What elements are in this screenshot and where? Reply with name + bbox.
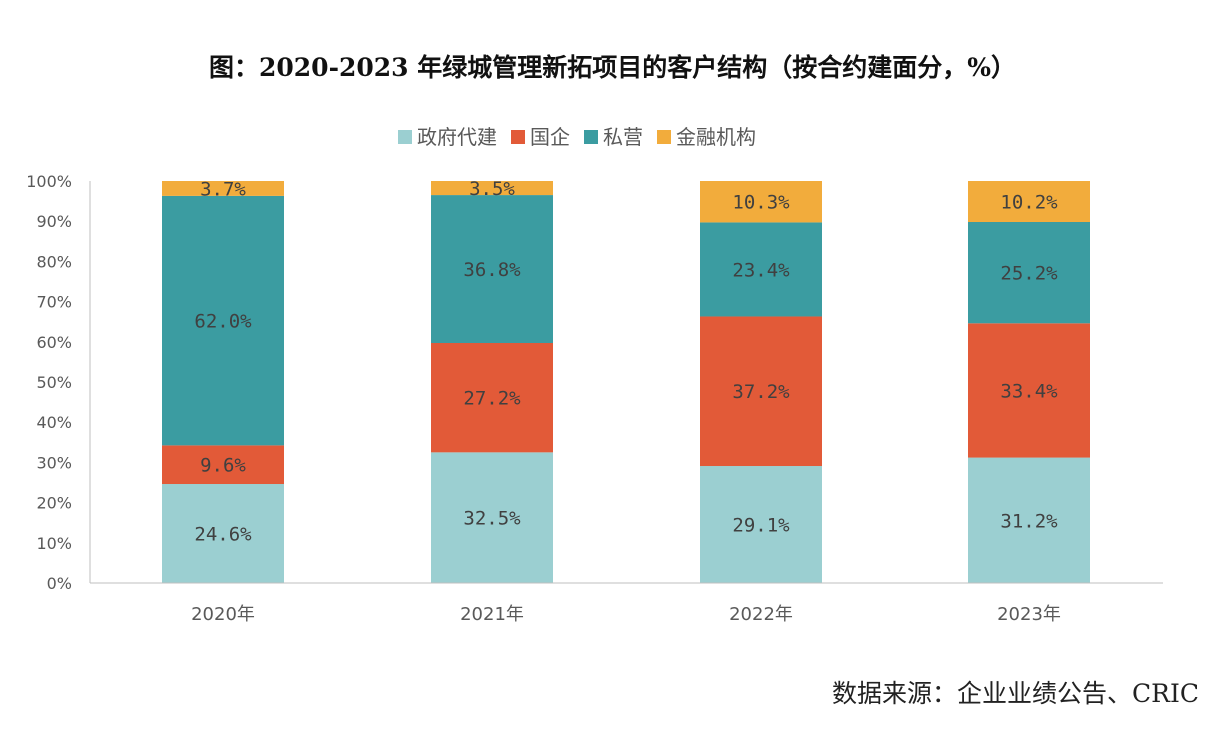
x-tick-label: 2022年 (729, 604, 793, 625)
axes: 0% 10% 20% 30% 40% 50% 60% 70% 80% 90% 100% 2020年 20… (26, 172, 1163, 625)
data-label-0-0: 24.6% (194, 524, 252, 546)
bar-segment-3-0 (968, 457, 1090, 583)
data-label-3-0: 31.2% (1000, 510, 1058, 532)
y-tick-label: 60% (36, 333, 72, 352)
bar-segment-0-2 (162, 195, 284, 446)
bar-segment-3-2 (968, 222, 1090, 324)
legend-swatch-3 (657, 130, 671, 144)
bar-segment-3-3 (968, 181, 1090, 223)
y-tick-label: 0% (47, 574, 72, 593)
y-tick-label: 90% (36, 212, 72, 231)
x-tick-label: 2020年 (191, 604, 255, 625)
bar-segment-1-2 (431, 195, 553, 344)
data-label-3-3: 10.2% (1000, 192, 1058, 214)
bar-segment-0-3 (162, 181, 284, 196)
data-label-0-1: 9.6% (200, 455, 246, 477)
bar-segment-2-0 (700, 466, 822, 583)
data-label-1-3: 3.5% (469, 178, 515, 200)
y-tick-label: 20% (36, 494, 72, 513)
bar-segment-1-0 (431, 452, 553, 583)
bar-segment-3-1 (968, 323, 1090, 458)
y-tick-label: 100% (26, 172, 72, 191)
y-tick-label: 70% (36, 293, 72, 312)
data-label-0-3: 3.7% (200, 178, 246, 200)
bar-segment-2-1 (700, 316, 822, 467)
data-label-2-1: 37.2% (732, 381, 790, 403)
bars (162, 181, 1090, 583)
y-tick-label: 30% (36, 453, 72, 472)
chart-title: 图：2020-2023 年绿城管理新拓项目的客户结构（按合约建面分，%） (209, 53, 1016, 82)
bar-segment-1-1 (431, 343, 553, 453)
data-label-0-2: 62.0% (194, 311, 252, 333)
legend-label-2: 私营 (603, 125, 643, 149)
data-label-3-1: 33.4% (1000, 380, 1058, 402)
legend-label-3: 金融机构 (676, 125, 756, 149)
y-tick-label: 10% (36, 534, 72, 553)
data-label-2-0: 29.1% (732, 515, 790, 537)
legend-label-0: 政府代建 (417, 125, 497, 149)
legend-swatch-2 (584, 130, 598, 144)
y-tick-label: 50% (36, 373, 72, 392)
x-tick-label: 2021年 (460, 604, 524, 625)
bar-segment-1-3 (431, 181, 553, 196)
bar-segment-0-1 (162, 445, 284, 485)
source-note: 数据来源：企业业绩公告、CRIC (832, 679, 1199, 708)
data-label-1-2: 36.8% (463, 259, 521, 281)
bar-segment-2-2 (700, 222, 822, 317)
y-tick-label: 40% (36, 413, 72, 432)
legend-swatch-1 (511, 130, 525, 144)
data-label-2-3: 10.3% (732, 192, 790, 214)
data-label-1-1: 27.2% (463, 388, 521, 410)
data-label-1-0: 32.5% (463, 508, 521, 530)
data-label-2-2: 23.4% (732, 259, 790, 281)
legend: 政府代建 国企 私营 金融机构 (398, 125, 756, 149)
y-tick-label: 80% (36, 252, 72, 271)
bar-segment-0-0 (162, 484, 284, 583)
legend-label-1: 国企 (530, 125, 570, 149)
data-label-3-2: 25.2% (1000, 263, 1058, 285)
data-labels: 24.6% 9.6% 62.0% 3.7% 32.5% 27.2% 36.8% 3.5% 29.… (194, 178, 1058, 545)
legend-swatch-0 (398, 130, 412, 144)
x-tick-label: 2023年 (997, 604, 1061, 625)
bar-segment-2-3 (700, 181, 822, 223)
